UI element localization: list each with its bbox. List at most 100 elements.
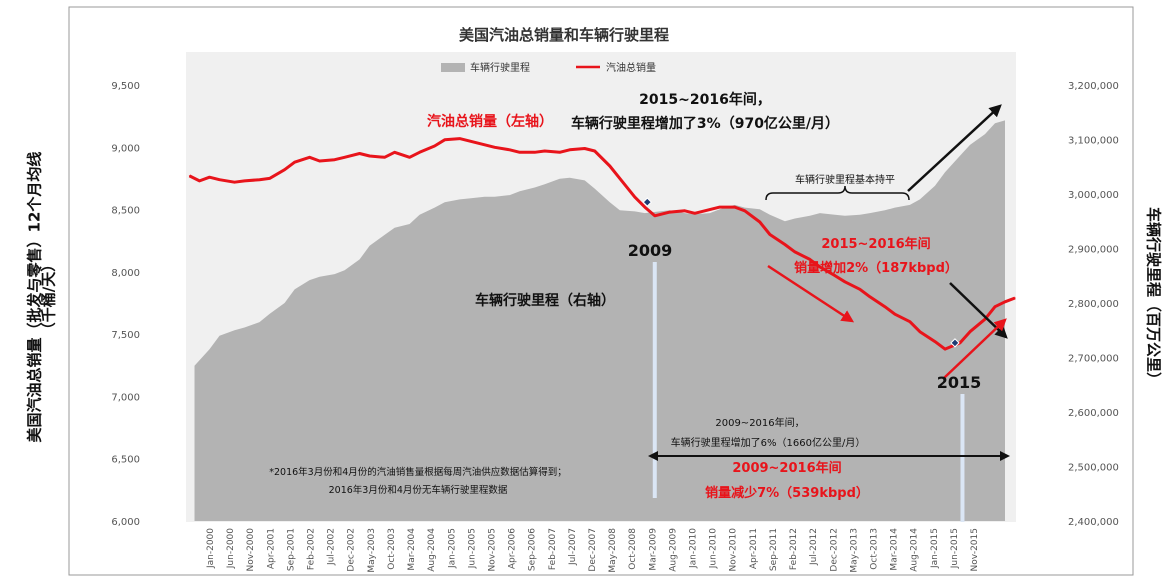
gas-point <box>884 306 886 308</box>
gas-point <box>218 179 221 181</box>
x-tick-label: Feb-2007 <box>548 528 558 570</box>
x-tick-label: Apr-2006 <box>508 528 518 569</box>
annotation-bottom-red-2: 销量减少7%（539kbpd） <box>705 485 869 501</box>
x-tick-label: Nov-2015 <box>970 528 980 571</box>
gas-point <box>769 233 771 236</box>
gas-point <box>794 251 796 253</box>
gas-point <box>1014 297 1016 299</box>
gas-point <box>719 206 721 208</box>
gas-point <box>834 275 836 277</box>
x-tick-label: Jun-2000 <box>226 528 236 569</box>
gas-point <box>894 313 896 315</box>
gas-point <box>434 145 436 147</box>
y-right-tick: 2,800,000 <box>1068 299 1119 310</box>
x-tick-label: Jun-2005 <box>467 528 477 569</box>
gas-point <box>619 177 621 179</box>
x-tick-label: Feb-2012 <box>789 528 799 570</box>
y-right-tick: 3,200,000 <box>1068 81 1119 92</box>
gas-point <box>544 150 546 152</box>
gas-point <box>684 210 686 212</box>
x-tick-label: Nov-2005 <box>488 528 498 571</box>
annotation-bottom-2: 车辆行驶里程增加了6%（1660亿公里/月） <box>671 436 866 449</box>
gas-point <box>994 306 996 308</box>
gas-point <box>934 341 936 343</box>
x-tick-label: Nov-2000 <box>246 528 256 572</box>
x-tick-label: Apr-2011 <box>749 528 759 569</box>
x-tick-label: Jul-2002 <box>327 528 337 566</box>
gas-point <box>669 211 671 213</box>
y-right-tick: 2,900,000 <box>1068 245 1119 256</box>
x-tick-label: May-2013 <box>849 528 859 573</box>
annotation-gas-axis: 汽油总销量（左轴） <box>427 113 553 130</box>
y-left-tick: 9,500 <box>111 81 140 92</box>
annotation-mid-right-1: 2015~2016年间 <box>821 236 930 252</box>
x-tick-label: May-2003 <box>367 528 377 573</box>
annotation-bottom-red-1: 2009~2016年间 <box>732 460 841 476</box>
x-tick-label: Sep-2006 <box>528 528 538 571</box>
annotation-flat-brace <box>765 185 910 201</box>
gas-point <box>844 281 846 283</box>
gas-point <box>269 177 271 179</box>
arrow-vmt-rise <box>907 104 1002 192</box>
annotation-2015: 2015 <box>937 373 982 392</box>
x-tick-label: Jan-2015 <box>930 528 940 569</box>
footnote-2: 2016年3月份和4月份无车辆行驶里程数据 <box>329 484 508 496</box>
gas-point <box>734 206 736 208</box>
gas-point <box>919 331 921 333</box>
gas-point <box>198 180 201 182</box>
x-tick-label: Jun-2010 <box>709 528 719 569</box>
gas-point <box>984 318 986 320</box>
gas-point <box>784 243 786 246</box>
gas-diamond-marker <box>950 338 960 348</box>
gas-line <box>188 137 1016 351</box>
annotation-vmt-axis: 车辆行驶里程（右轴） <box>475 292 615 309</box>
y-left-tick: 8,500 <box>111 206 140 217</box>
gas-point <box>334 159 336 161</box>
x-tick-label: Sep-2001 <box>286 528 296 571</box>
x-tick-label: Jul-2007 <box>568 528 578 566</box>
x-tick-label: Jul-2012 <box>809 528 819 566</box>
gas-point <box>319 160 321 162</box>
gas-point <box>509 149 511 151</box>
gas-point <box>944 348 946 350</box>
y-right-tick: 2,500,000 <box>1068 463 1119 474</box>
y-left-tick: 6,000 <box>111 517 140 528</box>
x-tick-label: Dec-2012 <box>829 528 839 572</box>
gas-point <box>469 140 471 142</box>
annotation-flat: 车辆行驶里程基本持平 <box>795 173 895 186</box>
x-tick-label: Mar-2009 <box>648 528 658 571</box>
gas-point <box>644 206 646 208</box>
gas-point <box>243 180 246 182</box>
x-tick-label: Jun-2015 <box>950 528 960 569</box>
x-tick-label: Aug-2004 <box>427 528 437 572</box>
legend-label-gas: 汽油总销量 <box>606 61 656 74</box>
y-right-tick: 3,000,000 <box>1068 190 1119 201</box>
annotation-2009: 2009 <box>628 241 673 260</box>
annotation-mid-right-2: 销量增加2%（187kbpd） <box>794 260 958 276</box>
annotation-top-right-2: 车辆行驶里程增加了3%（970亿公里/月） <box>571 115 839 132</box>
gas-point <box>294 161 296 163</box>
vmt-area <box>194 120 1005 522</box>
gas-point <box>369 155 371 157</box>
gas-point <box>609 165 611 167</box>
gas-point <box>634 196 636 198</box>
chart-title: 美国汽油总销量和车辆行驶里程 <box>459 26 669 44</box>
gas-point <box>654 215 656 217</box>
gas-point <box>419 151 421 153</box>
y-left-tick: 7,000 <box>111 392 140 403</box>
x-tick-label: Mar-2014 <box>890 528 900 571</box>
y-right-tick: 2,700,000 <box>1068 354 1119 365</box>
gas-point <box>258 179 261 181</box>
gas-point <box>384 156 386 158</box>
y-left-tick: 7,500 <box>111 330 140 341</box>
gas-point <box>594 150 596 152</box>
arrow-sales-decline <box>767 264 855 323</box>
gas-diamond-marker <box>642 197 652 207</box>
gas-point <box>809 258 811 260</box>
y-left-label-2: （千桶/天） <box>39 256 58 338</box>
y-left-tick: 6,500 <box>111 455 140 466</box>
x-tick-label: Dec-2002 <box>347 528 357 572</box>
x-tick-label: Oct-2013 <box>870 528 880 570</box>
gas-point <box>394 151 396 153</box>
